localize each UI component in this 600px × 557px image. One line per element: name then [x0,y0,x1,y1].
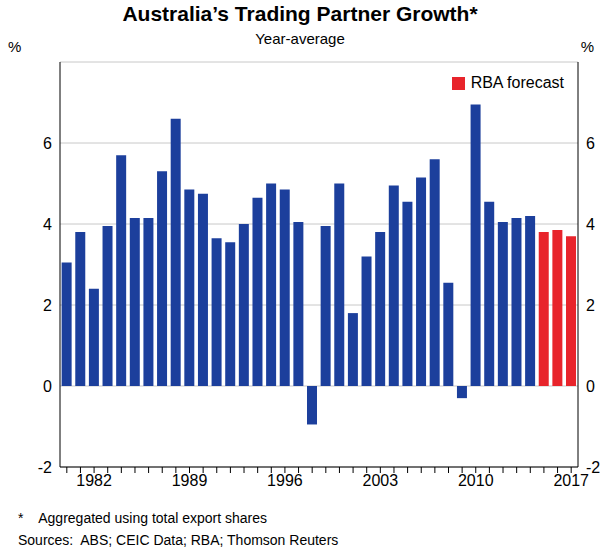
svg-text:1989: 1989 [172,472,208,489]
svg-text:-2: -2 [586,459,592,476]
html-text:Year-average: Year-average [255,30,345,47]
svg-text:6: 6 [586,135,592,152]
html-text:* Aggregated using total expor: * Aggregated using total export shares [18,510,267,526]
svg-text:2: 2 [586,297,592,314]
svg-text:0: 0 [43,378,52,395]
html-text:Sources: ABS; CEIC Data; RBA;: Sources: ABS; CEIC Data; RBA; Thomson Re… [18,532,339,548]
svg-text:2003: 2003 [363,472,399,489]
html-text:RBA forecast: RBA forecast [470,74,564,91]
svg-text:2010: 2010 [458,472,494,489]
svg-text:-2: -2 [38,459,52,476]
html-text:Australia’s Trading Partner Gr: Australia’s Trading Partner Growth* [122,2,478,25]
svg-text:0: 0 [586,378,592,395]
svg-text:6: 6 [43,135,52,152]
svg-text:4: 4 [586,216,592,233]
svg-text:4: 4 [43,216,52,233]
svg-text:2: 2 [43,297,52,314]
svg-text:1982: 1982 [76,472,112,489]
svg-text:2017: 2017 [553,472,589,489]
svg-text:1996: 1996 [267,472,303,489]
